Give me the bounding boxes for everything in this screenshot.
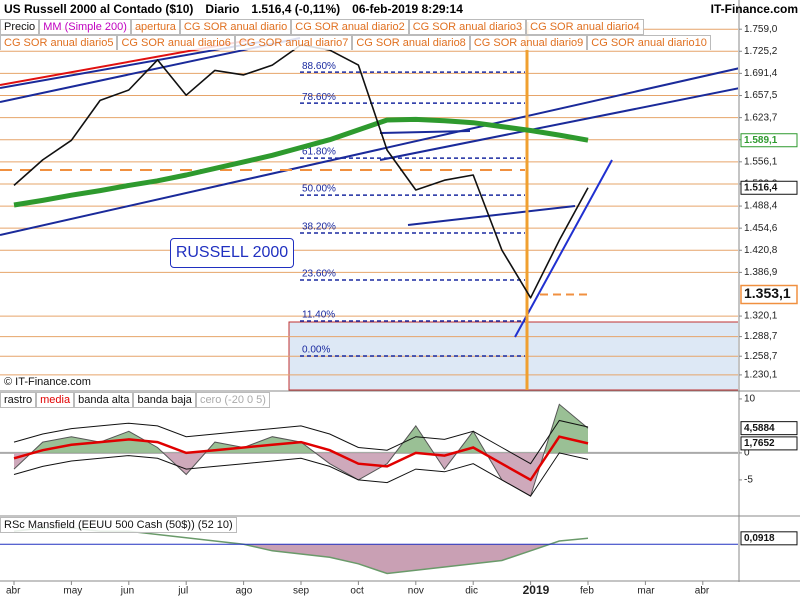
oscillator-line bbox=[13, 452, 589, 497]
legend-item: rastro bbox=[0, 392, 37, 408]
x-tick-label: abr bbox=[6, 586, 21, 597]
legend-item: CG SOR anual diario9 bbox=[469, 35, 588, 50]
legend-item: apertura bbox=[130, 19, 180, 35]
fib-label: 11.40% bbox=[302, 310, 335, 321]
axis-layer: 1.759,0 1.725,2 1.691,4 1.657,5 1.623,7 1.589… bbox=[6, 24, 798, 597]
x-tick-label: mar bbox=[637, 586, 655, 597]
legend: Precio MM (Simple 200) apertura CG SOR anua… bbox=[0, 19, 738, 50]
legend: RSc Mansfield (EEUU 500 Cash (50$)) (52 … bbox=[0, 517, 738, 533]
price-layer: 88.60% 78.60% 61.80% 50.00% 38.20% 23.60% 11.4… bbox=[13, 44, 592, 357]
fib-label: 61.80% bbox=[302, 147, 336, 158]
moving-average bbox=[13, 116, 589, 208]
oscillator-line bbox=[13, 419, 589, 465]
legend-item: CG SOR anual diario bbox=[179, 19, 292, 35]
y-tick-label: 1.623,7 bbox=[744, 112, 778, 123]
legend-item: CG SOR anual diario6 bbox=[117, 35, 235, 50]
y-tick-label: 10 bbox=[744, 394, 756, 405]
legend: rastro media banda alta banda baja cero (-20… bbox=[0, 392, 738, 408]
y-tick-label: 1.454,6 bbox=[744, 223, 778, 234]
title: US Russell 2000 al Contado ($10) bbox=[4, 2, 194, 16]
x-tick-label: 2019 bbox=[523, 583, 550, 597]
value-label: 1.589,1 bbox=[744, 135, 778, 146]
trend-line bbox=[407, 205, 576, 226]
y-tick-label: 1.230,1 bbox=[744, 370, 778, 381]
legend-item: CG SOR anual diario7 bbox=[234, 35, 353, 50]
value-label-box bbox=[740, 133, 798, 148]
area-fill bbox=[14, 544, 588, 574]
value-label: 4,5884 bbox=[744, 423, 775, 434]
y-tick-label: 1.759,0 bbox=[744, 24, 778, 35]
legend-item: banda alta bbox=[74, 392, 134, 408]
annotation: RUSSELL 2000 bbox=[170, 238, 294, 268]
x-tick-label: oct bbox=[350, 586, 364, 597]
x-tick-label: jun bbox=[120, 586, 134, 597]
fib-label: 50.00% bbox=[302, 184, 336, 195]
y-tick-label: 1.288,7 bbox=[744, 331, 778, 342]
trend-line bbox=[514, 159, 613, 338]
y-tick-label: -5 bbox=[744, 475, 753, 486]
x-tick-label: may bbox=[63, 586, 82, 597]
value-label: 1,7652 bbox=[744, 438, 775, 449]
y-tick-label: 1.657,5 bbox=[744, 90, 778, 101]
x-tick-label: sep bbox=[293, 586, 310, 597]
y-tick-label: 1.488,4 bbox=[744, 201, 778, 212]
fib-label: 0.00% bbox=[302, 345, 330, 356]
brand: IT-Finance.com bbox=[710, 2, 798, 16]
legend-item: banda baja bbox=[133, 392, 196, 408]
trend-line bbox=[0, 67, 738, 236]
y-tick-label: 1.420,8 bbox=[744, 245, 778, 256]
y-tick-label: 0 bbox=[744, 448, 750, 459]
legend-item: CG SOR anual diario8 bbox=[352, 35, 470, 50]
legend-item: media bbox=[36, 392, 75, 408]
x-tick-label: jul bbox=[177, 586, 188, 597]
period: Diario bbox=[205, 2, 240, 16]
x-tick-label: abr bbox=[695, 586, 710, 597]
y-tick-label: 1.691,4 bbox=[744, 68, 778, 79]
legend-item: CG SOR anual diario4 bbox=[526, 19, 644, 35]
legend-item: MM (Simple 200) bbox=[39, 19, 131, 35]
value-label: 1.516,4 bbox=[744, 182, 778, 193]
fib-label: 78.60% bbox=[302, 92, 336, 103]
value-label: 1.353,1 bbox=[744, 285, 791, 301]
fib-label: 88.60% bbox=[302, 61, 336, 72]
y-tick-label: 1.320,1 bbox=[744, 311, 778, 322]
y-tick-label: 1.258,7 bbox=[744, 351, 778, 362]
x-tick-label: nov bbox=[408, 586, 424, 597]
oscillator-panel bbox=[0, 403, 738, 497]
quote: 1.516,4 (-0,11%) bbox=[251, 2, 341, 16]
x-tick-label: ago bbox=[236, 586, 253, 597]
y-tick-label: 1.556,1 bbox=[744, 156, 778, 167]
value-label-box bbox=[740, 531, 798, 546]
y-tick-label: 1.386,9 bbox=[744, 267, 778, 278]
copyright: © IT-Finance.com bbox=[4, 376, 91, 388]
legend-item: CG SOR anual diario10 bbox=[587, 35, 711, 50]
value-label-box bbox=[740, 421, 798, 436]
y-tick-label: 1.725,2 bbox=[744, 46, 778, 57]
value-label-box bbox=[740, 436, 798, 451]
panel-title: RSc Mansfield (EEUU 500 Cash (50$)) (52 … bbox=[0, 517, 237, 533]
header: US Russell 2000 al Contado ($10) Diario 1.… bbox=[0, 0, 800, 18]
trend-line bbox=[379, 87, 738, 161]
legend-item: Precio bbox=[0, 19, 40, 35]
value-label: 0,0918 bbox=[744, 533, 775, 544]
trend-line bbox=[379, 130, 471, 134]
value-label-box bbox=[740, 180, 798, 195]
legend-item: CG SOR anual diario5 bbox=[0, 35, 118, 50]
x-tick-label: feb bbox=[580, 586, 594, 597]
legend-item: CG SOR anual diario2 bbox=[291, 19, 409, 35]
value-label-box bbox=[740, 284, 798, 305]
fib-label: 23.60% bbox=[302, 269, 336, 280]
legend-item: cero (-20 0 5) bbox=[195, 392, 270, 408]
oscillator-line bbox=[13, 435, 589, 482]
legend-item: CG SOR anual diario3 bbox=[408, 19, 527, 35]
fib-label: 38.20% bbox=[302, 222, 336, 233]
datetime: 06-feb-2019 8:29:14 bbox=[352, 2, 463, 16]
x-tick-label: dic bbox=[465, 586, 478, 597]
